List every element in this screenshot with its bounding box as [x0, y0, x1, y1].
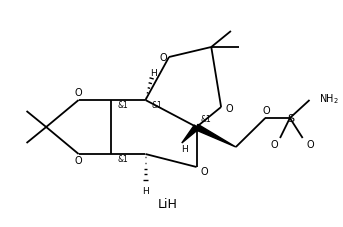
- Text: O: O: [75, 88, 82, 98]
- Text: &1: &1: [117, 101, 128, 111]
- Text: H: H: [150, 69, 157, 77]
- Text: &1: &1: [201, 116, 212, 124]
- Text: O: O: [225, 104, 233, 114]
- Text: &1: &1: [117, 155, 128, 165]
- Text: O: O: [307, 140, 314, 150]
- Text: H: H: [181, 146, 188, 155]
- Polygon shape: [182, 125, 199, 143]
- Text: NH$_2$: NH$_2$: [319, 92, 339, 106]
- Text: O: O: [75, 156, 82, 166]
- Polygon shape: [195, 124, 236, 147]
- Text: O: O: [201, 167, 208, 177]
- Text: O: O: [159, 53, 167, 63]
- Text: O: O: [262, 106, 270, 116]
- Text: O: O: [270, 140, 278, 150]
- Text: &1: &1: [152, 101, 163, 111]
- Text: S: S: [287, 114, 294, 124]
- Text: H: H: [142, 187, 149, 195]
- Text: LiH: LiH: [158, 198, 178, 212]
